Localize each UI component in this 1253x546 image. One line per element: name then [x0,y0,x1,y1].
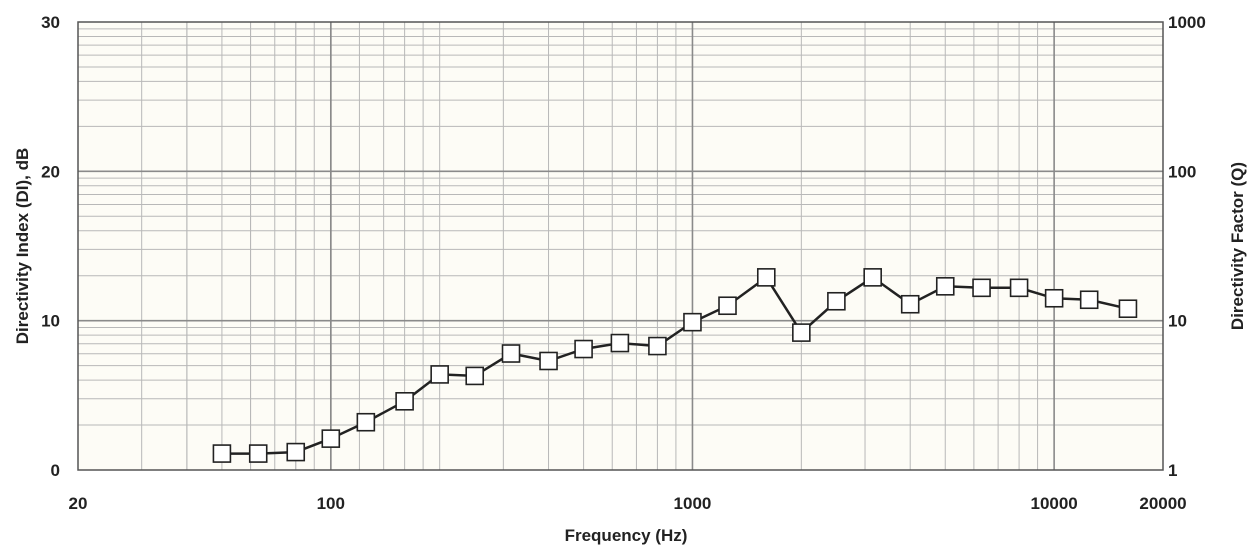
x-tick-labels: 20 100 1000 10000 20000 [69,494,1187,513]
data-point-marker [212,444,232,463]
x-tick-label: 100 [317,494,345,513]
data-point-marker [501,344,521,363]
data-point-marker [935,277,955,296]
plot-background [78,22,1163,470]
y2-tick-labels: 1 10 100 1000 [1168,13,1206,480]
y2-tick-label: 100 [1168,162,1196,181]
data-point-marker [827,291,846,311]
plot-frame [77,21,1164,471]
y-tick-label: 0 [51,461,60,480]
data-point-marker [683,312,702,332]
data-point-marker [574,339,593,359]
data-point-marker [1079,290,1099,310]
data-point-marker [286,442,306,462]
x-tick-label: 10000 [1030,494,1077,513]
y2-tick-label: 10 [1168,312,1187,331]
y2-tick-label: 1000 [1168,13,1206,32]
y-axis-title: Directivity Index (DI), dB [13,148,32,344]
x-axis-title: Frequency (Hz) [565,526,688,545]
data-point-marker [465,366,485,386]
data-point-marker [863,268,882,287]
data-point-marker [1118,299,1138,319]
data-point-marker [900,294,920,314]
data-point-marker [972,278,991,298]
x-tick-label: 20000 [1139,494,1186,513]
y2-tick-label: 1 [1168,461,1177,480]
data-point-marker [539,351,558,371]
minor-gridlines [78,22,1163,470]
y-tick-labels: 0 10 20 30 [41,13,60,480]
data-point-marker [610,333,630,353]
x-tick-label: 20 [69,494,88,513]
data-point-marker [1009,278,1029,298]
y-tick-label: 30 [41,13,60,32]
data-point-marker [248,444,268,463]
data-point-marker [395,392,414,411]
series-layer [212,268,1138,463]
x-tick-label: 1000 [674,494,712,513]
data-point-marker [792,323,811,342]
data-point-marker [321,429,341,448]
major-gridlines [78,22,1163,470]
y2-axis-title: Directivity Factor (Q) [1228,162,1247,330]
data-point-marker [718,296,737,316]
y-tick-label: 10 [41,312,60,331]
y-tick-label: 20 [41,162,60,181]
data-point-marker [430,365,449,384]
data-point-marker [356,412,376,432]
data-point-marker [648,336,667,356]
data-point-marker [756,268,776,287]
data-point-marker [1044,288,1064,308]
